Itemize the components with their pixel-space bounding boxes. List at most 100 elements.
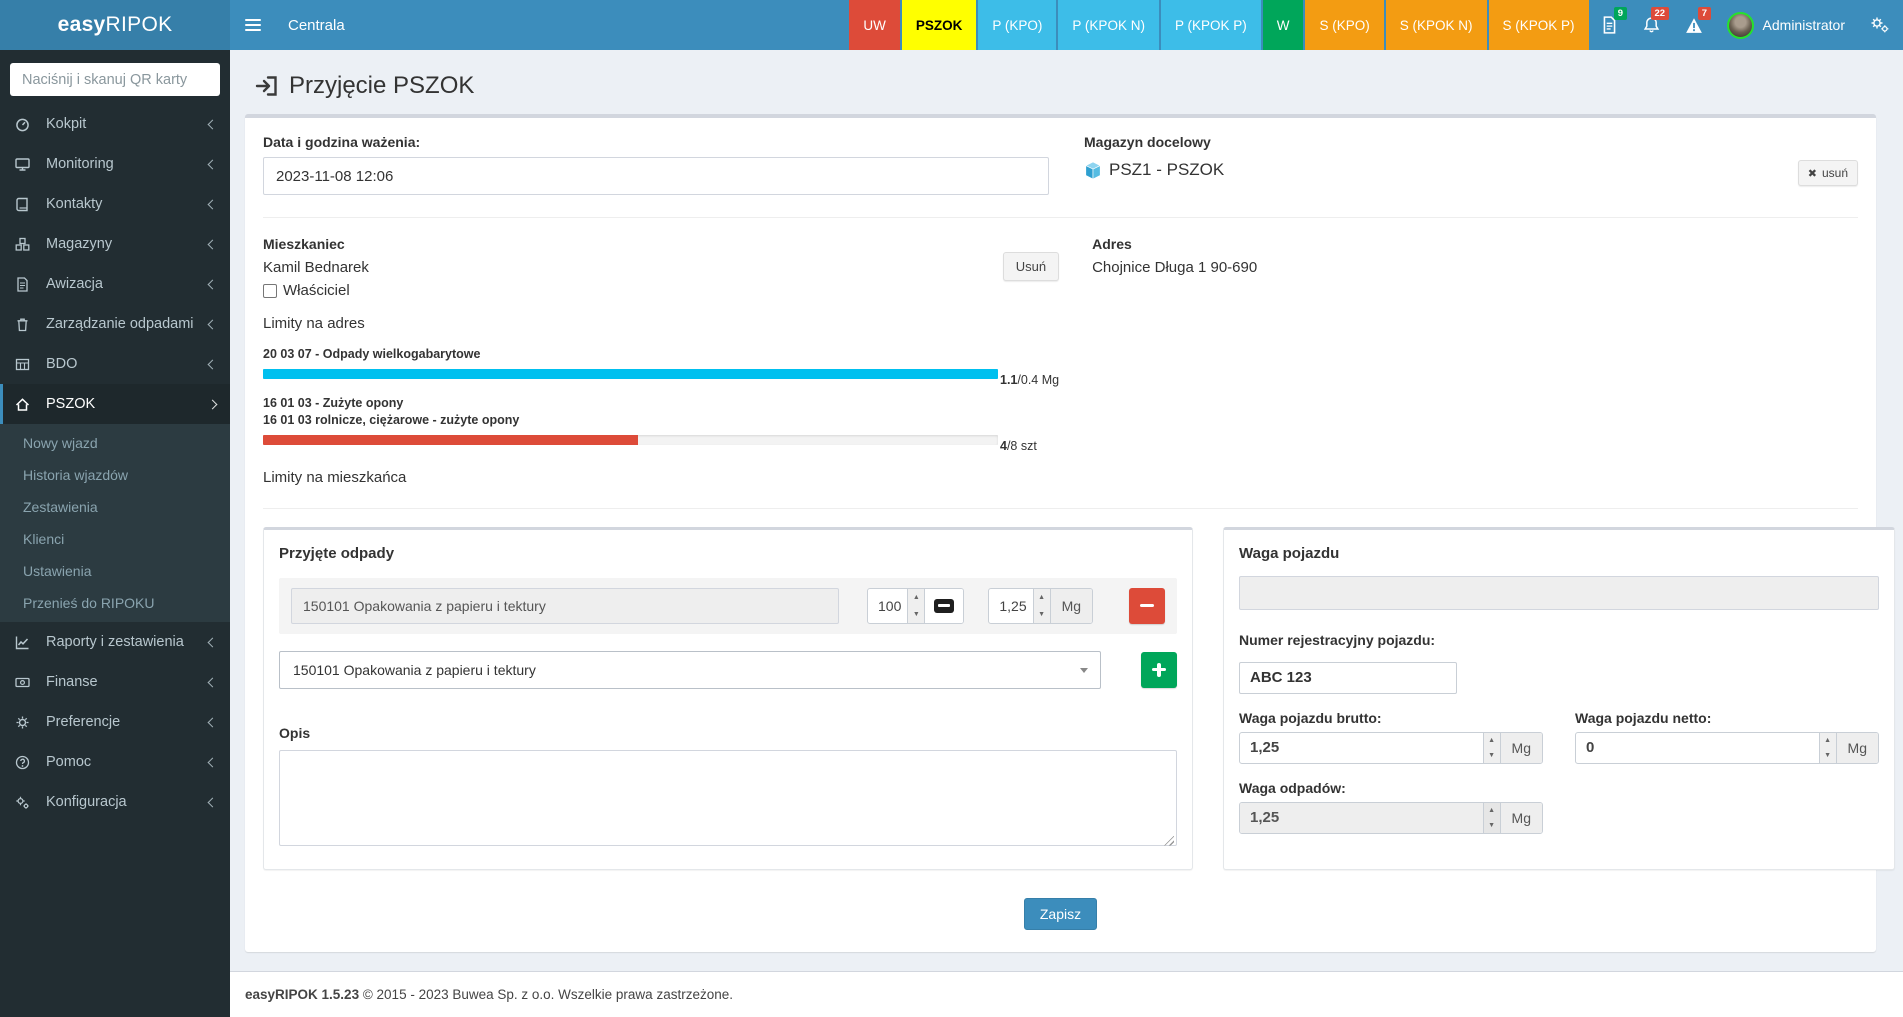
resident-heading: Mieszkaniec xyxy=(263,236,345,252)
cubes-icon xyxy=(15,237,39,252)
accepted-waste-box: Przyjęte odpady 150101 Opakowania z papi… xyxy=(263,526,1193,870)
submenu-item-klienci[interactable]: Klienci xyxy=(23,531,65,547)
waste-type-select[interactable]: 150101 Opakowania z papieru i tektury xyxy=(279,650,1101,689)
registration-number-input[interactable] xyxy=(1239,661,1457,694)
chevron-left-icon xyxy=(207,677,218,687)
unit-addon: Mg xyxy=(1835,732,1878,763)
file-text-icon xyxy=(15,276,39,292)
tab-s-kpok-p[interactable]: S (KPOK P) xyxy=(1488,0,1589,50)
spinner-down-icon: ▼ xyxy=(1488,821,1496,829)
qr-search-form xyxy=(10,63,220,96)
sidebar-item-bdo[interactable]: BDO xyxy=(0,344,230,384)
brand-logo[interactable]: easy RIPOK xyxy=(0,0,230,50)
content: Przyjęcie PSZOK Data i godzina ważenia: … xyxy=(230,50,1903,971)
monitor-icon xyxy=(15,157,39,172)
unit-addon: Mg xyxy=(1499,732,1542,763)
sidebar-item-finanse[interactable]: Finanse xyxy=(0,662,230,702)
save-row: Zapisz xyxy=(263,897,1858,930)
alerts-notification-button[interactable]: 22 xyxy=(1631,0,1673,50)
gross-weight-input[interactable]: 1,25 xyxy=(1250,739,1280,757)
waste-weight-row: Waga odpadów: 1,25 ▲ ▼ Mg xyxy=(1239,780,1879,834)
settings-button[interactable] xyxy=(1857,0,1903,50)
quantity-stepper[interactable]: ▲ ▼ xyxy=(907,588,925,623)
user-menu[interactable]: Administrator xyxy=(1715,0,1857,50)
net-weight-stepper[interactable]: ▲ ▼ xyxy=(1818,732,1836,763)
context-label[interactable]: Centrala xyxy=(288,16,345,34)
sidebar-item-raporty[interactable]: Raporty i zestawienia xyxy=(0,622,230,662)
spinner-up-icon: ▲ xyxy=(1038,593,1046,601)
owner-label: Właściciel xyxy=(283,282,350,299)
hamburger-icon xyxy=(245,19,261,31)
top-row: Data i godzina ważenia: Magazyn docelowy… xyxy=(263,134,1858,195)
save-button[interactable]: Zapisz xyxy=(1023,897,1098,930)
description-textarea[interactable] xyxy=(279,749,1177,846)
accepted-waste-heading: Przyjęte odpady xyxy=(279,544,395,562)
tab-s-kpo[interactable]: S (KPO) xyxy=(1305,0,1384,50)
scale-read-button[interactable] xyxy=(924,588,964,623)
submenu-item-ustawienia[interactable]: Ustawienia xyxy=(23,563,92,579)
registration-number-label: Numer rejestracyjny pojazdu: xyxy=(1239,631,1436,648)
sidebar-item-preferencje[interactable]: Preferencje xyxy=(0,702,230,742)
resident-row: Mieszkaniec Kamil Bednarek Właściciel Us… xyxy=(263,236,1858,486)
sidebar-item-zarzadzanie-odpadami[interactable]: Zarządzanie odpadami xyxy=(0,304,230,344)
submenu-item-zestawienia[interactable]: Zestawienia xyxy=(23,499,98,515)
progress-fill xyxy=(263,368,998,379)
plus-icon xyxy=(1152,662,1166,677)
tab-p-kpo[interactable]: P (KPO) xyxy=(978,0,1057,50)
alerts-badge: 22 xyxy=(1650,7,1669,20)
documents-notification-button[interactable]: 9 xyxy=(1589,0,1631,50)
tab-s-kpok-n[interactable]: S (KPOK N) xyxy=(1385,0,1487,50)
add-waste-row-button[interactable] xyxy=(1141,651,1177,688)
waste-quantity-input[interactable]: 100 xyxy=(878,597,902,614)
submenu-item-nowy-wjazd[interactable]: Nowy wjazd xyxy=(23,435,98,451)
limit-value: 1.1/0.4 Mg xyxy=(1000,372,1060,387)
waste-weight-input[interactable]: 1,25 xyxy=(999,597,1027,614)
qr-scan-input[interactable] xyxy=(10,63,220,96)
owner-checkbox[interactable] xyxy=(263,283,277,298)
tab-p-kpok-n[interactable]: P (KPOK N) xyxy=(1058,0,1159,50)
dashboard-icon xyxy=(15,117,39,132)
sidebar-item-kokpit[interactable]: Kokpit xyxy=(0,104,230,144)
warnings-badge: 7 xyxy=(1698,7,1711,20)
sidebar-item-awizacja[interactable]: Awizacja xyxy=(0,264,230,304)
limit-value: 4/8 szt xyxy=(1000,438,1037,453)
sidebar-item-konfiguracja[interactable]: Konfiguracja xyxy=(0,782,230,822)
submenu-item-historia-wjazdow[interactable]: Historia wjazdów xyxy=(23,467,129,483)
sidebar-toggle-button[interactable] xyxy=(230,0,276,50)
top-navbar: easy RIPOK Centrala UW PSZOK P (KPO) P (K… xyxy=(0,0,1903,50)
address-value: Chojnice Długa 1 90-690 xyxy=(1092,259,1258,276)
submenu-item-przenies-do-ripoku[interactable]: Przenieś do RIPOKU xyxy=(23,595,155,611)
limit-label-line1: 16 01 03 - Zużyte opony xyxy=(263,395,404,410)
net-weight-input[interactable]: 0 xyxy=(1586,739,1595,757)
sidebar-item-kontakty[interactable]: Kontakty xyxy=(0,184,230,224)
warnings-notification-button[interactable]: 7 xyxy=(1673,0,1715,50)
line-chart-icon xyxy=(15,635,39,650)
sidebar-item-pomoc[interactable]: Pomoc xyxy=(0,742,230,782)
remove-resident-button[interactable]: Usuń xyxy=(1002,252,1060,281)
remove-waste-row-button[interactable] xyxy=(1129,587,1165,624)
home-icon xyxy=(15,397,39,412)
target-warehouse-value: PSZ1 - PSZOK xyxy=(1084,160,1858,180)
sidebar-item-magazyny[interactable]: Magazyny xyxy=(0,224,230,264)
tab-p-kpok-p[interactable]: P (KPOK P) xyxy=(1160,0,1261,50)
progress-fill xyxy=(263,434,638,445)
tab-uw[interactable]: UW xyxy=(849,0,900,50)
cube-icon xyxy=(1084,161,1102,180)
tab-w[interactable]: W xyxy=(1262,0,1304,50)
spinner-up-icon: ▲ xyxy=(1488,736,1496,744)
address-heading: Adres xyxy=(1092,236,1132,252)
waste-select-row: 150101 Opakowania z papieru i tektury xyxy=(279,650,1177,689)
gross-weight-stepper[interactable]: ▲ ▼ xyxy=(1482,732,1500,763)
tab-pszok[interactable]: PSZOK xyxy=(901,0,977,50)
weight-stepper[interactable]: ▲ ▼ xyxy=(1032,588,1050,623)
documents-badge: 9 xyxy=(1614,7,1627,20)
vehicle-weight-display xyxy=(1239,575,1879,610)
chevron-left-icon xyxy=(207,159,218,169)
waste-item-row: 150101 Opakowania z papieru i tektury 10… xyxy=(279,577,1177,634)
resize-grip[interactable] xyxy=(1164,835,1174,846)
weighing-date-input[interactable] xyxy=(263,157,1049,195)
remove-warehouse-button[interactable]: ✖ usuń xyxy=(1797,160,1858,186)
spinner-up-icon: ▲ xyxy=(1824,736,1832,744)
sidebar-item-pszok[interactable]: PSZOK xyxy=(0,384,230,424)
sidebar-item-monitoring[interactable]: Monitoring xyxy=(0,144,230,184)
